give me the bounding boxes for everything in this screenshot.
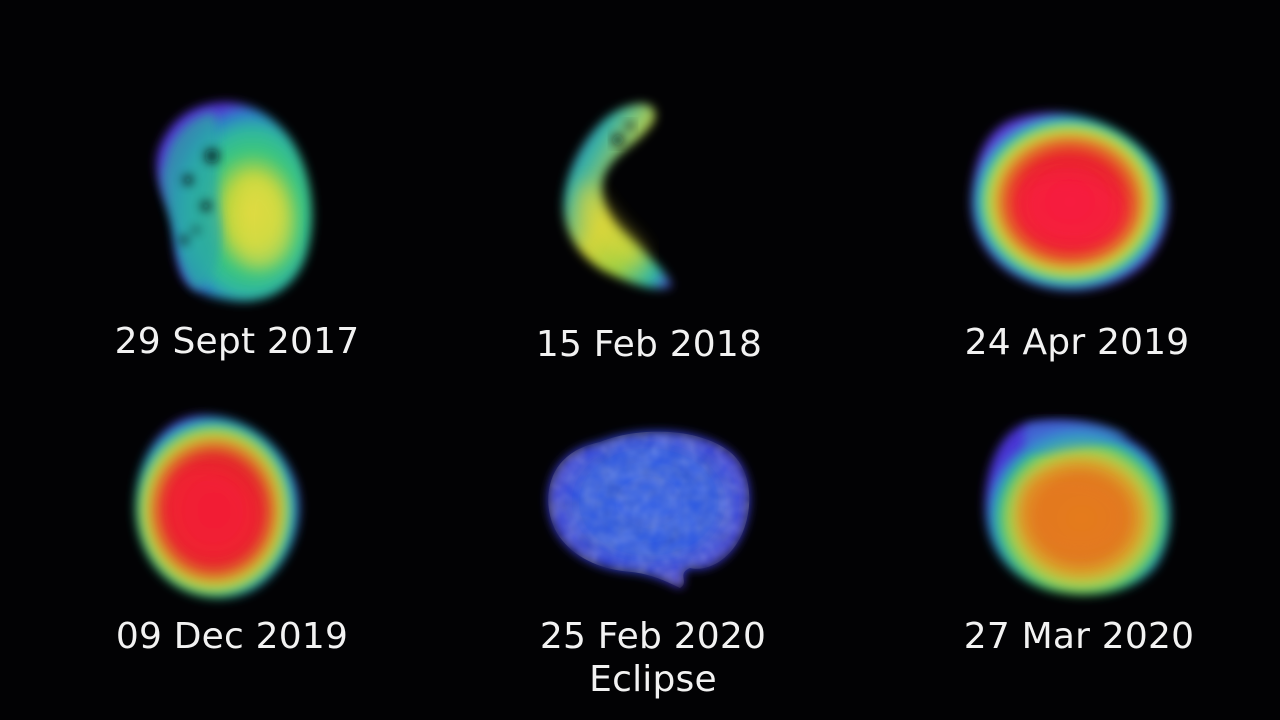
phobos-image-2020-03-27: [985, 420, 1171, 595]
caption-date: 15 Feb 2018: [535, 324, 763, 365]
caption-2018-02-15: 15 Feb 2018: [489, 323, 809, 366]
caption-2019-12-09: 09 Dec 2019: [72, 615, 392, 658]
phobos-image-2017-09-29: [156, 102, 313, 302]
phobos-image-2019-12-09: [135, 415, 300, 599]
caption-date: 27 Mar 2020: [963, 616, 1195, 657]
caption-2019-04-24: 24 Apr 2019: [917, 321, 1237, 364]
caption-note-eclipse: Eclipse: [589, 659, 717, 701]
caption-date: 29 Sept 2017: [114, 321, 360, 362]
caption-2020-02-25: 25 Feb 2020 Eclipse: [493, 615, 813, 701]
caption-date: 24 Apr 2019: [964, 322, 1190, 363]
phobos-image-2019-04-24: [971, 113, 1169, 291]
phobos-image-2018-02-15: [563, 103, 672, 289]
phobos-image-2020-02-25-eclipse: [548, 431, 750, 588]
caption-2017-09-29: 29 Sept 2017: [77, 320, 397, 363]
caption-date: 25 Feb 2020: [539, 616, 767, 657]
caption-date: 09 Dec 2019: [115, 616, 349, 657]
caption-2020-03-27: 27 Mar 2020: [919, 615, 1239, 658]
